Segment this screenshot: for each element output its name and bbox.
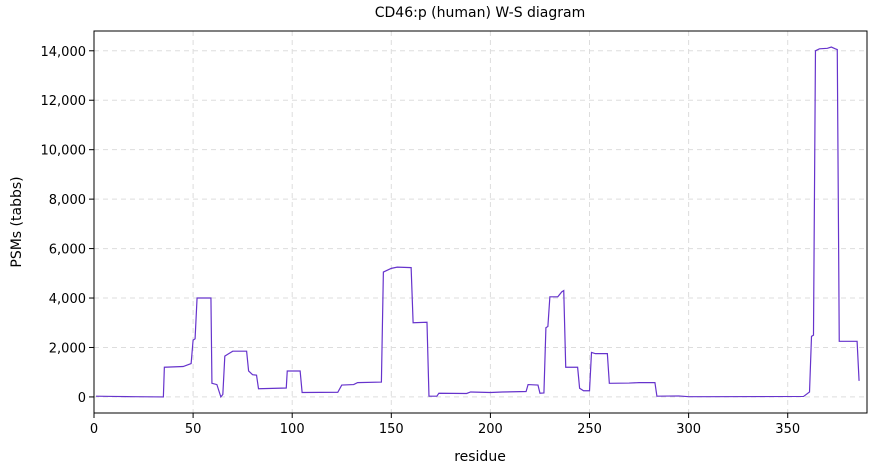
y-tick-label: 12,000 (41, 94, 87, 109)
data-line (95, 46, 860, 399)
y-tick-label: 6,000 (49, 243, 86, 258)
x-axis-label: residue (454, 449, 506, 465)
chart-title: CD46:p (human) W-S diagram (375, 5, 586, 21)
y-tick-label: 10,000 (41, 144, 87, 159)
x-tick-label: 50 (185, 422, 202, 437)
x-tick-label: 300 (676, 422, 701, 437)
x-tick-label: 350 (775, 422, 800, 437)
y-tick-label: 8,000 (49, 193, 86, 208)
y-tick-label: 0 (78, 391, 86, 406)
x-tick-label: 250 (577, 422, 602, 437)
x-tick-label: 200 (478, 422, 503, 437)
x-tick-label: 150 (379, 422, 404, 437)
y-tick-label: 4,000 (49, 292, 86, 307)
x-tick-label: 0 (90, 422, 98, 437)
plot-frame (93, 30, 868, 414)
y-tick-label: 14,000 (41, 45, 87, 60)
y-axis-label: PSMs (tabbs) (9, 176, 25, 267)
y-tick-label: 2,000 (49, 341, 86, 356)
x-tick-label: 100 (280, 422, 305, 437)
